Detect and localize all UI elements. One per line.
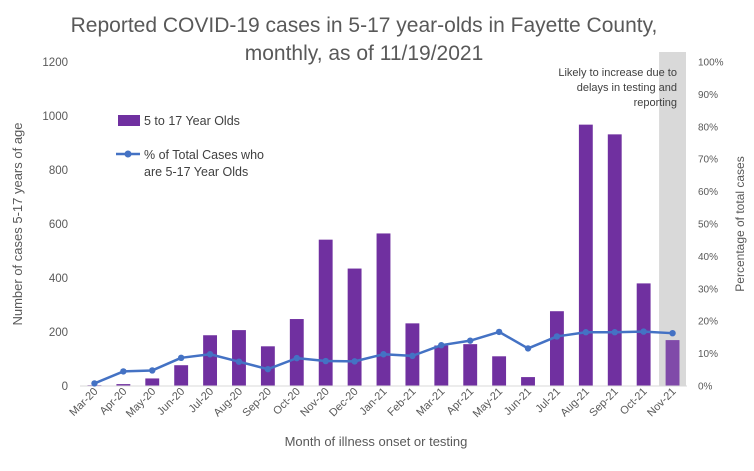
percent-point-Jun-20 [177, 354, 185, 362]
chart-title-line2: monthly, as of 11/19/2021 [245, 42, 484, 65]
percent-point-Mar-20 [91, 380, 98, 387]
bar-Sep-21 [607, 134, 622, 386]
x-tick-label: Nov-20 [298, 386, 332, 420]
chart-title-line1: Reported COVID-19 cases in 5-17 year-old… [71, 14, 658, 37]
y-left-tick-label: 0 [62, 381, 68, 393]
y-right-tick-label: 10% [698, 349, 718, 360]
bar-Jun-21 [521, 377, 535, 386]
x-tick-label: Dec-20 [327, 386, 361, 420]
bar-Oct-20 [289, 319, 304, 386]
x-tick-label: Mar-20 [67, 386, 100, 419]
percent-point-Sep-21 [611, 329, 618, 336]
percent-point-Nov-21 [669, 329, 676, 337]
percent-point-May-21 [495, 328, 503, 336]
y-left-tick-label: 1000 [42, 111, 68, 123]
y-right-tick-label: 80% [698, 122, 718, 133]
y-right-tick-label: 70% [698, 155, 718, 166]
x-tick-label: May-21 [471, 386, 505, 420]
x-tick-label: Oct-20 [271, 386, 303, 418]
y-left-tick-label: 800 [49, 165, 68, 177]
bar-Apr-21 [463, 344, 478, 386]
line-series [91, 328, 676, 387]
percent-point-Aug-21 [582, 329, 590, 336]
bar-May-21 [492, 356, 507, 386]
x-tick-label: Jan-21 [357, 386, 389, 418]
x-tick-label: Mar-21 [414, 386, 447, 419]
percent-point-Apr-21 [467, 337, 474, 344]
y-right-tick-label: 90% [698, 90, 718, 101]
legend-line-marker [124, 150, 132, 158]
annotation-line-3: reporting [634, 97, 677, 109]
percent-point-Jul-21 [553, 333, 561, 340]
percent-point-Jan-21 [380, 351, 387, 358]
x-tick-label: Sep-20 [240, 386, 274, 420]
x-tick-label: Aug-20 [212, 386, 246, 420]
bar-Aug-20 [232, 330, 246, 386]
annotation-line-1: Likely to increase due to [558, 67, 677, 79]
annotation-line-2: delays in testing and [577, 82, 677, 94]
percent-point-Oct-20 [293, 354, 300, 362]
y-right-tick-label: 0% [698, 382, 713, 393]
percent-point-Jun-21 [524, 345, 532, 352]
legend-line-label: % of Total Cases who are 5-17 Year Olds [144, 148, 267, 179]
y-right-tick-label: 50% [698, 220, 718, 231]
y-axis-right-label: Percentage of total cases [733, 156, 747, 291]
y-left-tick-label: 200 [49, 327, 68, 339]
y-left-tick-label: 600 [49, 219, 68, 231]
x-tick-label: Oct-21 [618, 386, 650, 418]
y-axis-left-label: Number of cases 5-17 years of age [10, 122, 25, 325]
legend-bar-label: 5 to 17 Year Olds [144, 114, 240, 128]
y-right-tick-label: 100% [698, 58, 724, 69]
bar-Jun-20 [174, 365, 189, 386]
percent-point-Aug-20 [235, 358, 243, 365]
bar-Jan-21 [376, 233, 391, 386]
left-axis-ticks: 0 200 400 600 800 1000 1200 [42, 57, 68, 393]
legend-bar-swatch [118, 115, 140, 126]
x-tick-label: Nov-21 [645, 386, 679, 420]
y-right-tick-label: 30% [698, 284, 718, 295]
y-right-tick-label: 40% [698, 252, 718, 263]
y-left-tick-label: 400 [49, 273, 68, 285]
bar-May-20 [145, 378, 160, 386]
annotation: Likely to increase due to delays in test… [558, 67, 677, 109]
bar-Aug-21 [578, 124, 593, 386]
y-right-tick-label: 20% [698, 317, 718, 328]
percent-point-Nov-20 [322, 357, 329, 365]
x-tick-label: Jun-20 [155, 386, 187, 418]
bar-Dec-20 [347, 268, 362, 386]
bar-Mar-21 [434, 345, 449, 386]
percent-point-Mar-21 [438, 341, 445, 349]
x-tick-label: Sep-21 [587, 386, 621, 420]
percent-point-Sep-20 [264, 365, 272, 373]
percent-point-May-20 [149, 367, 156, 374]
bar-series [87, 124, 680, 386]
right-axis-ticks: 0% 10% 20% 30% 40% 50% 60% 70% 80% 90% 100% [698, 58, 724, 393]
x-tick-label: Jun-21 [502, 386, 534, 418]
bar-Jul-20 [203, 335, 218, 386]
bar-Nov-20 [318, 239, 333, 386]
x-axis-label: Month of illness onset or testing [285, 434, 468, 449]
x-tick-label: May-20 [124, 386, 158, 420]
y-left-tick-label: 1200 [42, 57, 68, 69]
percent-point-Dec-20 [351, 358, 358, 365]
bar-Apr-20 [116, 384, 131, 386]
percent-point-Jul-20 [206, 351, 214, 358]
y-right-tick-label: 60% [698, 187, 718, 198]
percent-point-Apr-20 [120, 368, 127, 375]
x-tick-label: Feb-21 [385, 386, 418, 419]
x-tick-label: Aug-21 [558, 386, 592, 420]
percent-point-Feb-21 [409, 352, 416, 360]
legend: 5 to 17 Year Olds % of Total Cases who a… [116, 114, 267, 179]
bar-Jul-21 [549, 311, 564, 386]
percent-point-Oct-21 [640, 328, 647, 335]
bar-Nov-21 [665, 340, 680, 386]
